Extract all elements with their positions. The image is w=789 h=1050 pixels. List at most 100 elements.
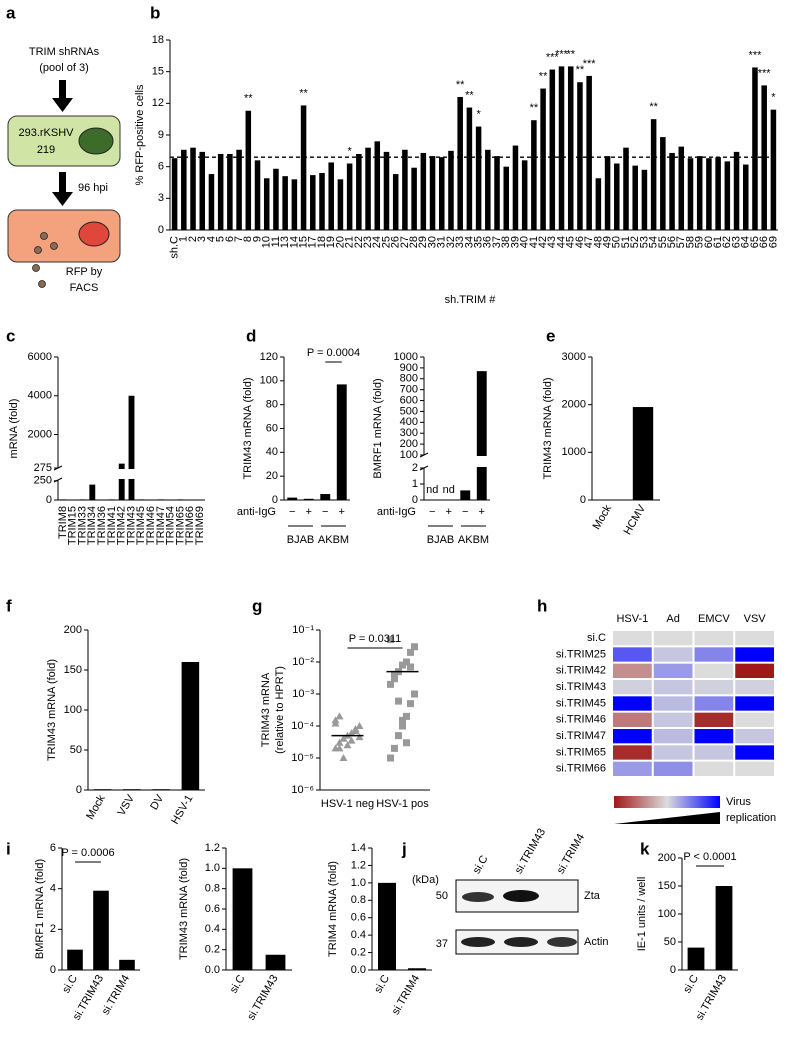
band-label: Zta — [584, 890, 601, 902]
y-tick-label: 10⁻⁵ — [291, 752, 314, 764]
x-tick-label: 57 — [675, 236, 687, 248]
x-tick-label: 13 — [279, 236, 291, 248]
point — [391, 744, 398, 752]
panel-label: h — [537, 596, 547, 615]
panel-label: a — [6, 3, 16, 22]
break-mark — [53, 465, 63, 471]
x-tick-label: 66 — [758, 236, 770, 248]
column-label: HSV-1 — [616, 613, 648, 625]
y-tick-label: 0.4 — [205, 923, 220, 935]
x-tick-label: + — [306, 506, 312, 518]
y-axis-label: TRIM43 mRNA (fold) — [542, 377, 554, 479]
bar — [438, 157, 445, 230]
bar — [577, 82, 583, 230]
y-tick-label: 0 — [76, 784, 82, 796]
bar — [466, 107, 473, 230]
x-tick-label: 9 — [251, 236, 263, 242]
y-tick-label: 1.0 — [351, 877, 366, 889]
y-tick-label: 6000 — [28, 351, 52, 363]
x-tick-label: TRIM8 — [57, 506, 69, 539]
cell — [694, 729, 734, 744]
row-label: si.TRIM43 — [556, 681, 606, 693]
x-tick-label: TRIM65 — [174, 506, 186, 545]
category-title: anti-IgG — [377, 506, 416, 518]
x-tick-label: 61 — [712, 236, 724, 248]
point — [347, 736, 356, 744]
panel-label: c — [6, 326, 15, 345]
cell — [653, 696, 693, 711]
y-tick-label: 0 — [412, 494, 418, 506]
y-tick-label: 2000 — [562, 399, 586, 411]
x-tick-label: 34 — [463, 236, 475, 248]
bar — [531, 120, 537, 230]
x-tick-label: DV — [148, 792, 166, 812]
bar — [378, 882, 396, 970]
y-tick-label: 700 — [400, 384, 418, 396]
bar — [374, 141, 381, 230]
bar — [303, 498, 314, 500]
bar — [696, 156, 703, 230]
bar — [632, 165, 638, 230]
x-tick-label: HSV-1 — [169, 793, 195, 827]
bar — [346, 163, 353, 230]
row-label: si.C — [587, 632, 606, 644]
point — [335, 738, 344, 746]
cell — [735, 729, 774, 744]
y-tick-label: 0 — [50, 964, 56, 976]
x-tick-label: 65 — [749, 236, 761, 248]
x-tick-label: 26 — [390, 236, 402, 248]
x-tick-label: 2 — [187, 236, 199, 242]
cell — [694, 712, 734, 727]
bar — [408, 968, 426, 970]
bar — [190, 147, 196, 230]
cell — [735, 680, 774, 695]
significance: * — [476, 108, 481, 120]
x-tick-label: 69 — [767, 236, 779, 248]
y-tick-label: 18 — [152, 34, 164, 46]
point — [331, 719, 340, 727]
point — [343, 741, 352, 749]
category-title: anti-IgG — [237, 506, 276, 518]
x-tick-label: 42 — [537, 236, 549, 248]
bar — [429, 156, 436, 230]
x-tick-label: 14 — [288, 236, 300, 248]
bar — [632, 407, 654, 500]
bar — [152, 789, 170, 790]
significance: *** — [555, 48, 569, 60]
diagram-text: RFP by — [66, 266, 103, 278]
panel-label: d — [246, 326, 256, 345]
x-tick-label: − — [289, 506, 295, 518]
x-tick-label: 30 — [426, 236, 438, 248]
bar — [119, 959, 135, 970]
band — [503, 890, 539, 902]
significance: ** — [539, 70, 548, 82]
point — [395, 732, 402, 740]
point — [351, 726, 360, 734]
y-tick-label: 50 — [664, 936, 676, 948]
bar — [319, 173, 325, 230]
y-tick-label: 10⁻⁴ — [291, 720, 314, 732]
point — [391, 671, 398, 679]
bar — [291, 179, 298, 230]
row-label: si.TRIM42 — [556, 665, 606, 677]
x-tick-label: 23 — [362, 236, 374, 248]
band — [547, 937, 577, 947]
point — [403, 739, 410, 747]
y-tick-label: 6 — [158, 161, 164, 173]
significance: ** — [576, 64, 585, 76]
bar — [217, 154, 224, 230]
bar — [181, 662, 200, 790]
cell — [653, 631, 693, 646]
row-label: si.TRIM25 — [556, 648, 606, 660]
x-tick-label: TRIM54 — [165, 506, 177, 545]
band-label: Actin — [584, 936, 608, 948]
blot-unit: (kDa) — [412, 874, 439, 886]
group-label: BJAB — [287, 534, 315, 546]
y-tick-label: 10⁻¹ — [292, 624, 314, 636]
x-tick-label: 40 — [519, 236, 531, 248]
significance: *** — [749, 49, 763, 61]
y-axis-label: % RFP-positive cells — [134, 84, 146, 185]
bar — [558, 66, 565, 230]
x-tick-label: Mock — [591, 503, 615, 532]
point — [339, 754, 348, 761]
